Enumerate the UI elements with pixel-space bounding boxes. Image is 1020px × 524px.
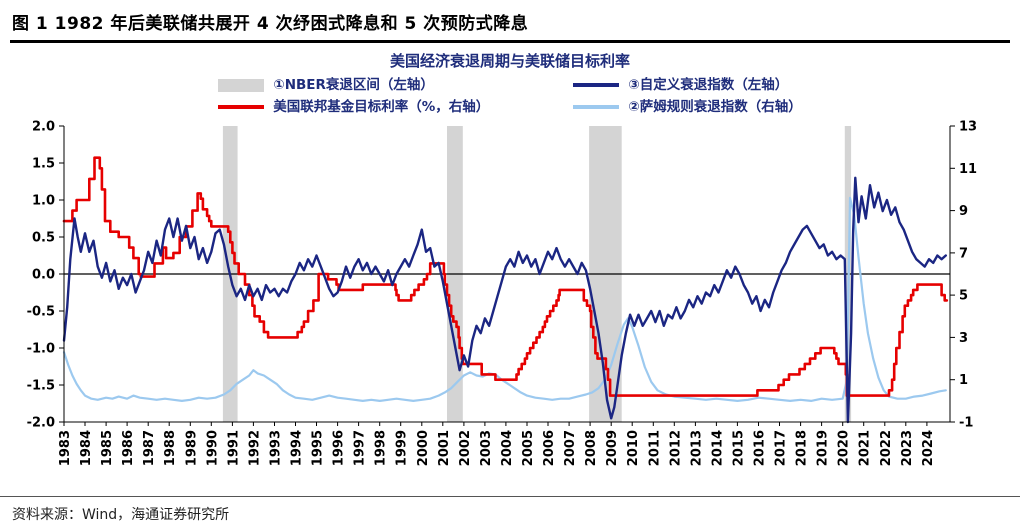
x-axis-year-label: 1996 — [332, 430, 347, 466]
x-axis-year-label: 2009 — [605, 430, 620, 466]
legend-column-right: ③自定义衰退指数（左轴） ②萨姆规则衰退指数（右轴） — [573, 76, 802, 116]
x-axis-year-label: 2024 — [921, 430, 936, 466]
legend-item-custom-index: ③自定义衰退指数（左轴） — [573, 76, 801, 94]
left-axis-tick-label: 2.0 — [32, 120, 55, 135]
legend-label-custom-index: ③自定义衰退指数（左轴） — [628, 77, 789, 93]
x-axis-year-label: 1989 — [184, 430, 199, 466]
x-axis-year-label: 2011 — [647, 430, 662, 466]
x-axis-year-label: 1997 — [353, 430, 368, 466]
right-axis-tick-label: 11 — [959, 162, 977, 177]
x-axis-year-label: 1994 — [290, 430, 305, 466]
left-axis-tick-label: 0.5 — [32, 231, 55, 246]
x-axis-year-label: 1993 — [269, 430, 284, 466]
left-axis-tick-label: -1.0 — [27, 342, 55, 357]
left-axis-tick-label: -2.0 — [27, 416, 55, 431]
x-axis-year-label: 2001 — [437, 430, 452, 466]
legend-label-nber: ①NBER衰退区间（左轴） — [273, 77, 434, 93]
legend-label-sahm-index: ②萨姆规则衰退指数（右轴） — [628, 99, 802, 115]
custom-index-line-swatch — [573, 83, 620, 87]
right-axis-tick-label: 5 — [959, 289, 968, 304]
series-sahm-rule-index — [62, 196, 947, 402]
x-axis-year-label: 2021 — [858, 430, 873, 466]
right-axis-tick-label: 1 — [959, 373, 968, 388]
right-axis-tick-label: 9 — [959, 204, 968, 219]
x-axis-year-label: 2004 — [500, 430, 515, 466]
x-axis-year-label: 2019 — [816, 430, 831, 466]
sahm-index-line-swatch — [573, 105, 620, 109]
right-axis-tick-label: 7 — [959, 246, 968, 261]
right-axis-tick-label: 13 — [959, 120, 977, 135]
x-axis-year-label: 2023 — [900, 430, 915, 466]
x-axis-year-label: 1988 — [163, 430, 178, 466]
x-axis-year-label: 1985 — [100, 430, 115, 466]
x-axis-year-label: 2005 — [521, 430, 536, 466]
x-axis-year-label: 2007 — [563, 430, 578, 466]
x-axis-year-label: 2016 — [753, 430, 768, 466]
left-axis-tick-label: 1.0 — [32, 194, 55, 209]
left-axis-tick-label: -0.5 — [27, 305, 55, 320]
x-axis-year-label: 1984 — [79, 430, 94, 466]
x-axis-year-label: 2015 — [731, 430, 746, 466]
x-axis-year-label: 2018 — [795, 430, 810, 466]
legend-item-sahm-index: ②萨姆规则衰退指数（右轴） — [573, 98, 802, 116]
left-axis-tick-label: 1.5 — [32, 157, 55, 172]
x-axis-year-label: 2022 — [879, 430, 894, 466]
x-axis-year-label: 2017 — [774, 430, 789, 466]
fed-funds-line-swatch — [218, 105, 265, 109]
x-axis-year-label: 2012 — [668, 430, 683, 466]
series-custom-recession-index — [62, 176, 947, 424]
x-axis-year-label: 2000 — [416, 430, 431, 466]
x-axis-year-label: 2003 — [479, 430, 494, 466]
x-axis-year-label: 1992 — [247, 430, 262, 466]
x-axis-year-label: 2006 — [542, 430, 557, 466]
legend-column-left: ①NBER衰退区间（左轴） 美国联邦基金目标利率（%，右轴） — [218, 76, 489, 116]
legend-item-fed-funds: 美国联邦基金目标利率（%，右轴） — [218, 98, 489, 116]
x-axis-year-label: 1998 — [374, 430, 389, 466]
chart-area: 2.0 1.5 1.0 0.5 0.0 -0.5 -1.0 -1.5 -2.0 13 11 9 7 5 3 1… — [0, 116, 1020, 496]
series-fed-funds-target-rate — [62, 156, 949, 397]
right-axis-tick-label: -1 — [959, 416, 973, 431]
x-axis-year-label: 1991 — [226, 430, 241, 466]
chart-title: 美国经济衰退周期与美联储目标利率 — [389, 52, 630, 70]
x-axis-year-label: 2020 — [837, 430, 852, 466]
source-note: 资料来源：Wind，海通证券研究所 — [0, 496, 1020, 524]
left-axis-tick-label: -1.5 — [27, 379, 55, 394]
nber-band-swatch — [218, 78, 265, 92]
chart-legend: ①NBER衰退区间（左轴） 美国联邦基金目标利率（%，右轴） ③自定义衰退指数（… — [0, 76, 1020, 116]
x-axis-year-label: 1995 — [311, 430, 326, 466]
legend-label-fed-funds: 美国联邦基金目标利率（%，右轴） — [273, 99, 490, 115]
recession-and-rate-chart: 2.0 1.5 1.0 0.5 0.0 -0.5 -1.0 -1.5 -2.0 13 11 9 7 5 3 1… — [27, 120, 978, 467]
x-axis-year-label: 1990 — [205, 430, 220, 466]
legend-item-nber-band: ①NBER衰退区间（左轴） — [218, 76, 489, 94]
x-axis-year-label: 1987 — [142, 430, 157, 466]
figure-title: 图 1 1982 年后美联储共展开 4 次纾困式降息和 5 次预防式降息 — [10, 0, 1010, 43]
x-axis-year-label: 2010 — [626, 430, 641, 466]
x-axis-year-label: 1999 — [395, 430, 410, 466]
left-axis-tick-label: 0.0 — [32, 268, 55, 283]
x-axis-year-label: 2002 — [458, 430, 473, 466]
x-axis-year-label: 1986 — [121, 430, 136, 466]
x-axis-year-label: 2014 — [710, 430, 725, 466]
right-axis-tick-label: 3 — [959, 331, 968, 346]
x-axis-year-label: 2013 — [689, 430, 704, 466]
x-axis-year-label: 1983 — [58, 430, 73, 466]
x-axis-year-label: 2008 — [584, 430, 599, 466]
